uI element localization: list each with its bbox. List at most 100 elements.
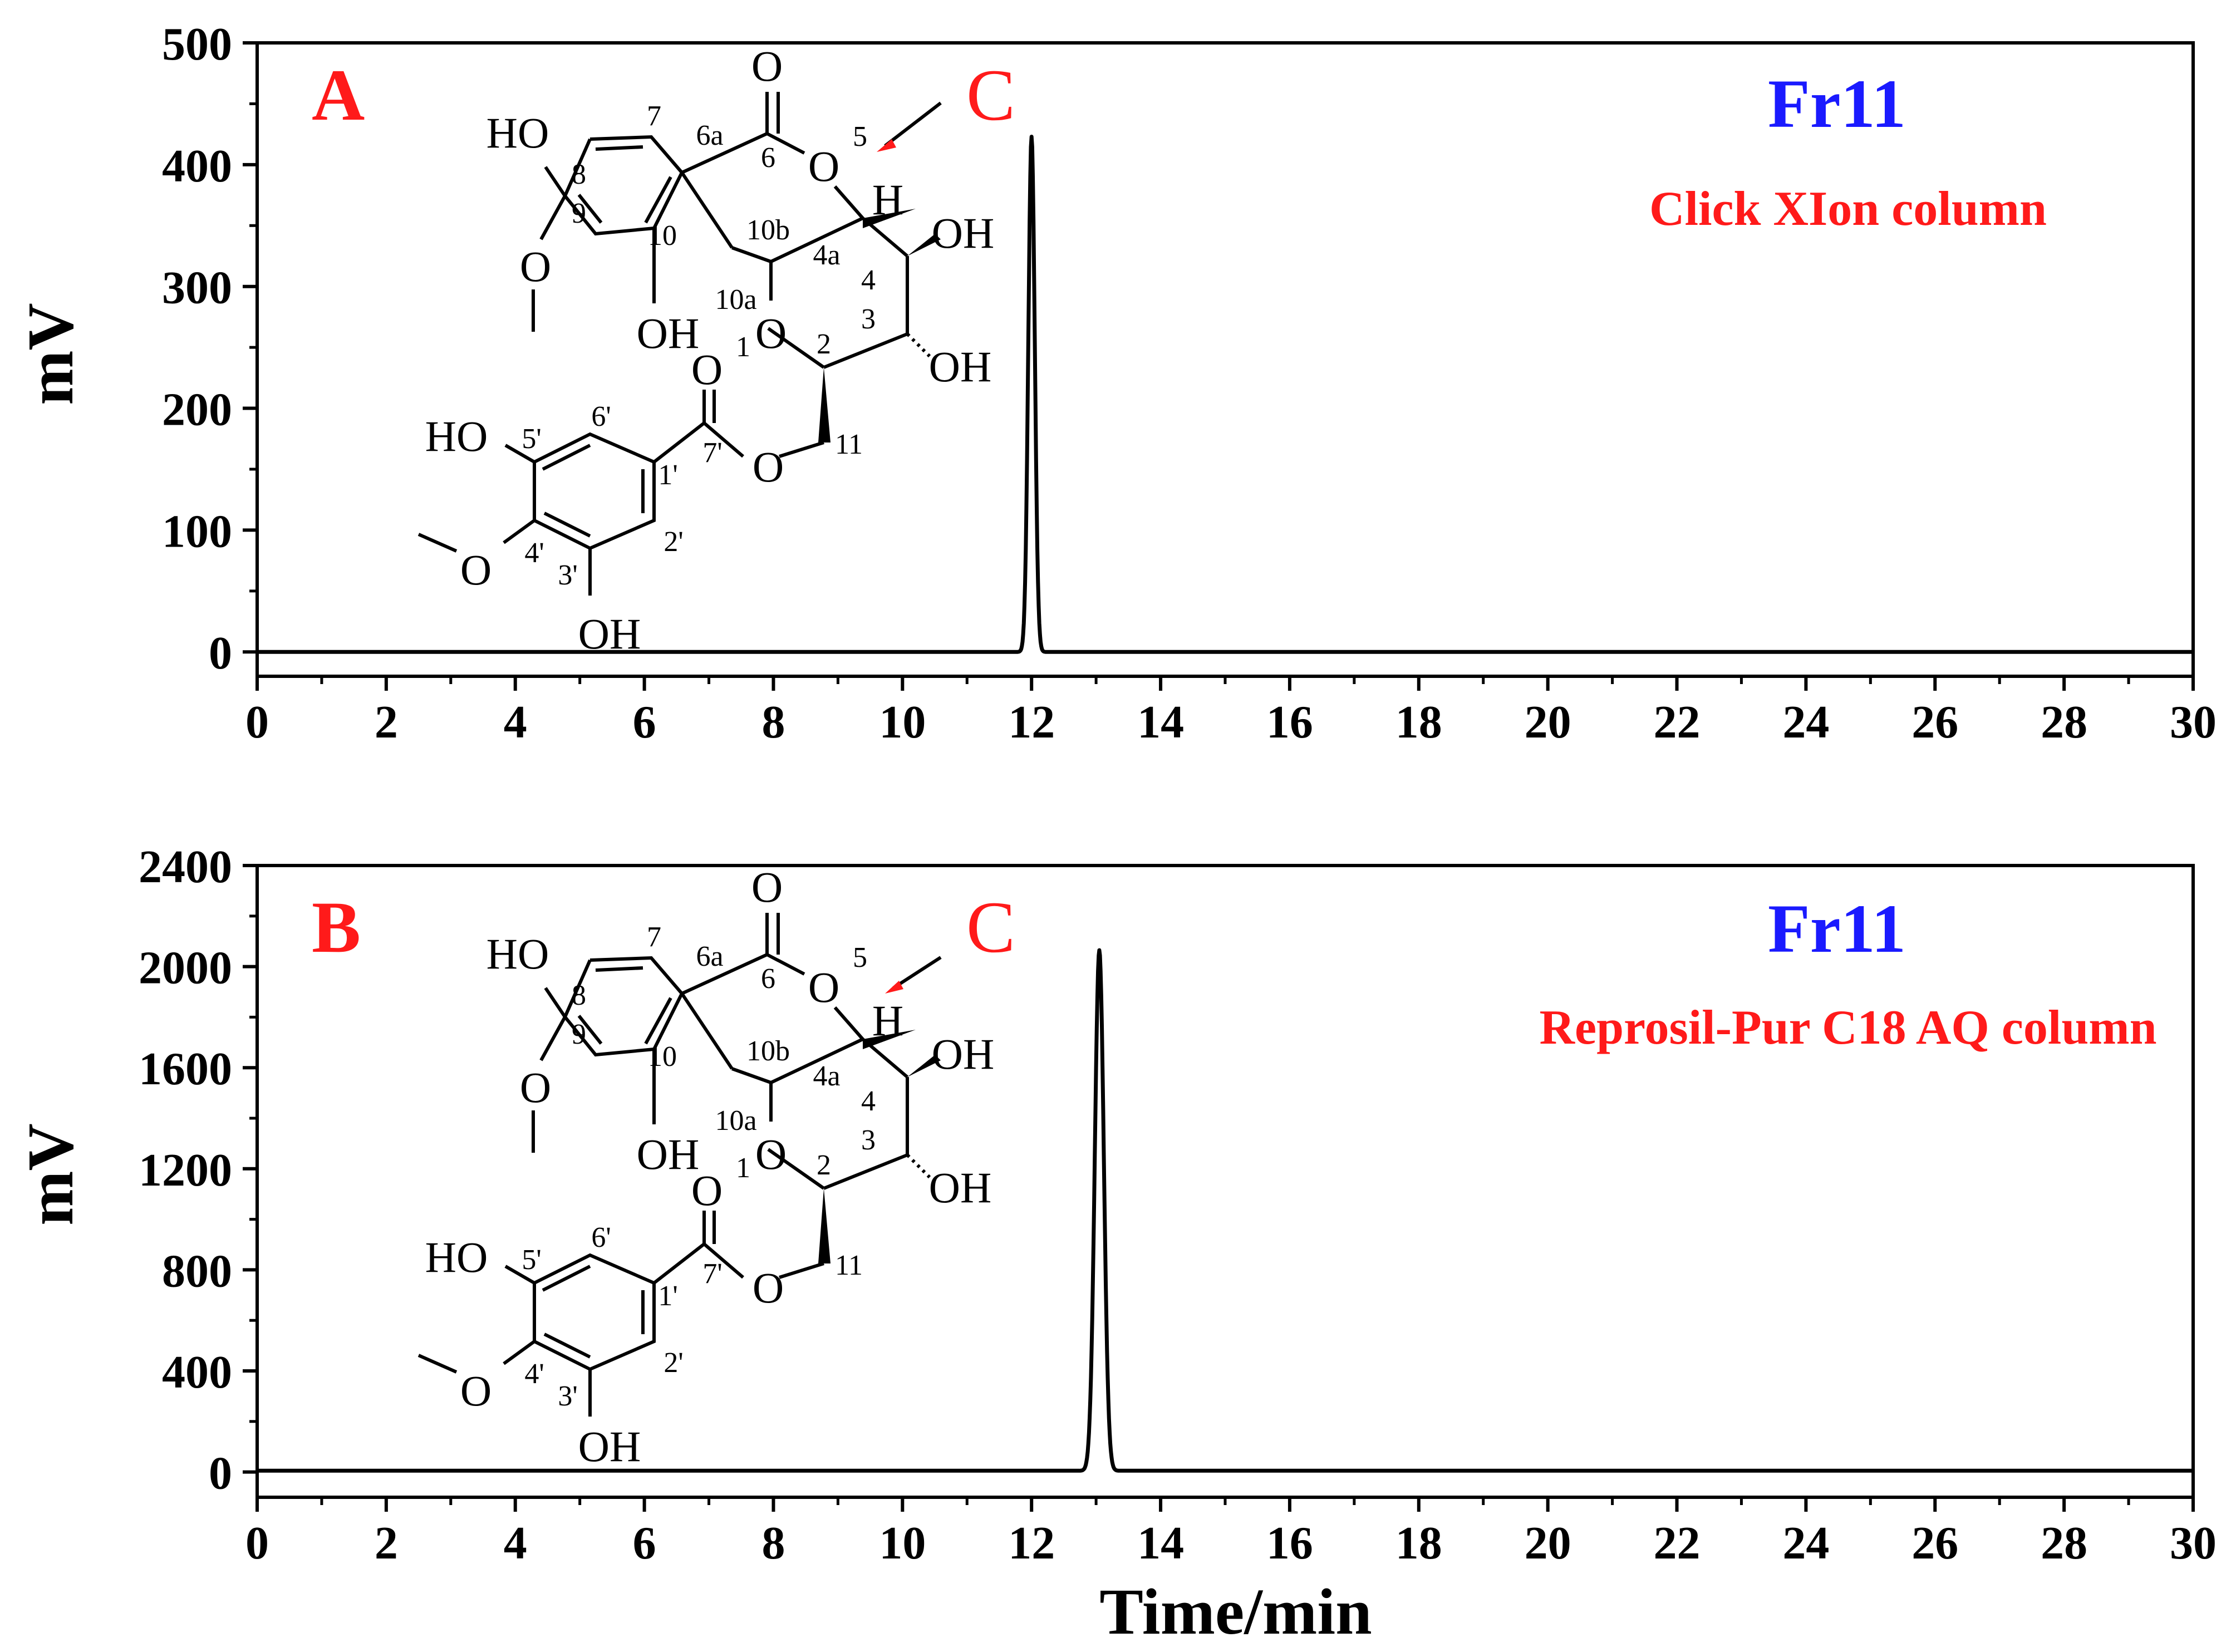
arrow — [884, 101, 942, 148]
y-tick-label: 500 — [162, 18, 232, 70]
atom-label: HO — [425, 412, 488, 460]
bond — [680, 171, 734, 249]
atom-label: OH — [929, 342, 992, 391]
x-tick-label: 0 — [245, 1517, 269, 1569]
bond — [823, 1153, 908, 1190]
atom-number: 5 — [853, 942, 867, 974]
atom-number: 7' — [702, 437, 722, 469]
atom-label: O — [755, 309, 787, 357]
y-tick-label: 2400 — [139, 841, 232, 893]
bond — [653, 421, 705, 464]
wedge-bond — [818, 367, 831, 442]
chromatogram-trace — [255, 135, 2195, 654]
wedge-bond — [907, 1055, 941, 1077]
atom-label: O — [751, 42, 783, 90]
y-axis-label: mV — [14, 303, 87, 405]
atom-label: O — [753, 442, 784, 491]
bond — [543, 1333, 591, 1359]
bond — [544, 166, 567, 197]
x-tick-label: 22 — [1654, 696, 1701, 748]
atom-label: OH — [637, 1130, 700, 1178]
atom-number: 4a — [813, 239, 840, 271]
atom-number: 7 — [647, 100, 661, 132]
bond — [770, 1038, 864, 1084]
atom-number: 1' — [658, 1280, 677, 1312]
x-tick-label: 6 — [633, 1517, 656, 1569]
atom-number: 5 — [853, 121, 867, 153]
bond — [543, 512, 591, 538]
bond — [823, 332, 908, 369]
atom-number: 5' — [522, 1244, 541, 1276]
atom-label: O — [520, 1063, 551, 1112]
bond — [504, 1265, 535, 1285]
sample-label: Fr11 — [1768, 891, 1906, 967]
atom-number: 4 — [861, 1085, 876, 1117]
bond — [731, 246, 772, 263]
atom-number: 6a — [696, 120, 723, 151]
atom-number: 10a — [715, 1105, 756, 1137]
hash-bond — [906, 1153, 931, 1179]
atom-label: H — [872, 996, 903, 1045]
bond — [653, 1242, 705, 1285]
y-tick-label: 0 — [209, 1448, 232, 1499]
y-tick-label: 2000 — [139, 942, 232, 994]
bond — [779, 441, 824, 458]
atom-number: 8 — [572, 980, 586, 1011]
molecule-structure: O HO O H OH O OH O OH O HO O O OH 7 6a 6… — [417, 42, 994, 658]
x-tick-label: 20 — [1525, 1517, 1571, 1569]
bond — [644, 176, 672, 224]
sample-label: Fr11 — [1768, 66, 1906, 142]
atom-number: 10 — [648, 220, 677, 252]
atom-label: OH — [578, 1422, 641, 1471]
panel-label: A — [312, 54, 365, 136]
atom-label: OH — [637, 309, 700, 357]
atom-number: 9 — [572, 1019, 586, 1050]
bond — [703, 421, 744, 458]
atom-number: 1' — [658, 459, 677, 491]
atom-label: OH — [578, 609, 641, 658]
column-label: Click XIon column — [1649, 182, 2047, 236]
bond — [504, 444, 535, 464]
x-tick-label: 28 — [2041, 1517, 2087, 1569]
hash-bond — [906, 332, 931, 358]
atom-number: 10b — [746, 1035, 790, 1067]
x-tick-label: 6 — [633, 696, 656, 748]
atom-number: 7 — [647, 921, 661, 953]
y-tick-label: 1200 — [139, 1144, 232, 1196]
x-tick-label: 28 — [2041, 696, 2087, 748]
x-tick-label: 24 — [1782, 1517, 1829, 1569]
bond — [539, 1016, 567, 1061]
axis-ticks: 0 2 4 6 8 10 12 14 16 18 20 22 24 26 28 300400800120016… — [139, 841, 2217, 1569]
x-tick-label: 0 — [245, 696, 269, 748]
panel-a: 0 2 4 6 8 10 12 14 16 18 20 22 24 26 28 300100200300400… — [14, 18, 2217, 748]
x-tick-label: 14 — [1137, 696, 1184, 748]
bond — [644, 997, 672, 1045]
axis-ticks: 0 2 4 6 8 10 12 14 16 18 20 22 24 26 28 300100200300400… — [162, 18, 2217, 748]
y-tick-label: 800 — [162, 1245, 232, 1297]
atom-label: O — [691, 1166, 723, 1215]
y-tick-label: 0 — [209, 627, 232, 679]
series-layer — [255, 948, 2195, 1473]
x-tick-label: 2 — [375, 696, 398, 748]
atom-label: O — [460, 545, 492, 594]
atom-number: 3' — [558, 1380, 577, 1412]
panel-label: B — [312, 886, 361, 968]
x-tick-label: 4 — [504, 696, 527, 748]
atom-number: 10b — [746, 214, 790, 246]
y-tick-label: 300 — [162, 262, 232, 314]
atom-number: 2' — [664, 526, 683, 558]
atom-number: 2 — [817, 1149, 831, 1181]
bond — [533, 1253, 656, 1371]
x-tick-label: 8 — [761, 1517, 785, 1569]
y-tick-label: 400 — [162, 1346, 232, 1398]
atom-label: O — [751, 863, 783, 911]
bond — [542, 1265, 591, 1292]
arrow-head — [885, 981, 903, 994]
x-tick-label: 24 — [1782, 696, 1829, 748]
bond — [862, 217, 908, 258]
atom-label: O — [691, 345, 723, 394]
y-tick-label: 100 — [162, 505, 232, 557]
atom-number: 11 — [835, 429, 863, 460]
atom-label: OH — [929, 1163, 992, 1212]
